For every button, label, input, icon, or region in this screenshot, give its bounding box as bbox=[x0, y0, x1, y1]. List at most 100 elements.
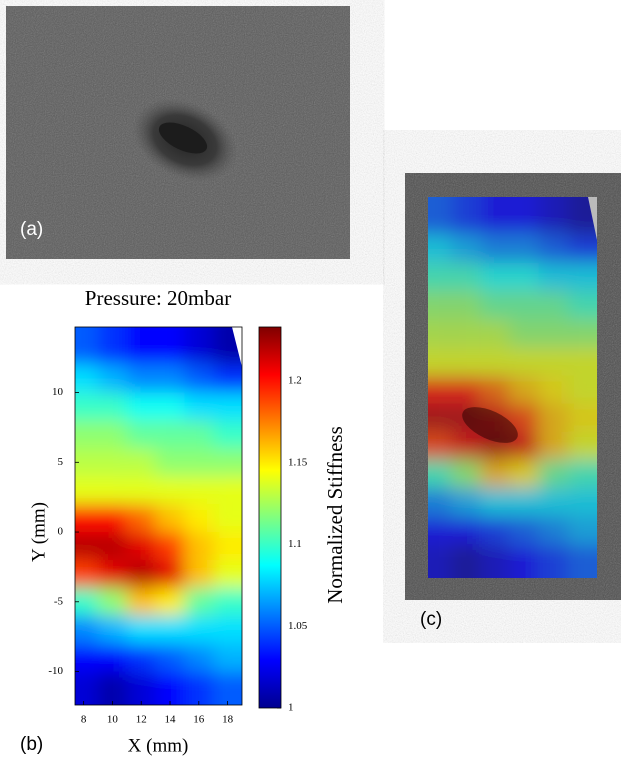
heat-cell bbox=[75, 476, 99, 505]
heat-cell bbox=[126, 643, 156, 672]
heat-cell bbox=[509, 488, 539, 517]
chart-title: Pressure: 20mbar bbox=[85, 286, 231, 310]
heat-cell bbox=[126, 615, 156, 644]
heat-cell bbox=[155, 392, 185, 421]
heat-cell bbox=[509, 544, 539, 578]
heat-cell bbox=[451, 263, 481, 292]
heat-cell bbox=[126, 476, 156, 505]
heat-cell bbox=[184, 504, 214, 533]
heat-cell bbox=[126, 448, 156, 477]
heat-cell bbox=[480, 544, 510, 578]
heat-cell bbox=[75, 615, 99, 644]
heat-cell bbox=[126, 671, 156, 705]
heat-cell bbox=[213, 587, 242, 616]
heat-cell bbox=[538, 459, 568, 489]
heat-cell bbox=[184, 364, 214, 393]
heat-cell bbox=[75, 587, 99, 616]
heat-cell bbox=[213, 392, 242, 421]
heat-cell bbox=[98, 532, 127, 560]
heat-cell bbox=[538, 234, 568, 264]
heat-cell bbox=[538, 544, 568, 578]
heat-cell bbox=[509, 347, 539, 376]
y-tick-label: 0 bbox=[58, 526, 64, 538]
heat-cell bbox=[155, 671, 185, 705]
heat-cell bbox=[480, 197, 510, 235]
heat-cell bbox=[155, 327, 185, 365]
heat-cell bbox=[126, 327, 156, 365]
x-tick-label: 10 bbox=[107, 714, 119, 726]
heat-cell bbox=[451, 431, 481, 460]
heat-cell bbox=[98, 504, 127, 533]
heat-cell bbox=[538, 263, 568, 292]
heat-cell bbox=[451, 291, 481, 320]
heat-cell bbox=[213, 364, 242, 393]
heat-cell bbox=[480, 375, 510, 404]
heat-cell bbox=[538, 291, 568, 320]
heat-cell bbox=[509, 263, 539, 292]
heat-cell bbox=[155, 364, 185, 393]
heat-cell bbox=[75, 643, 99, 672]
stiffness-overlay bbox=[428, 197, 597, 578]
x-axis-label: X (mm) bbox=[128, 735, 189, 756]
colorbar-tick-label: 1.2 bbox=[288, 374, 302, 386]
heat-cell bbox=[451, 375, 481, 404]
colorbar-tick-label: 1.05 bbox=[288, 620, 308, 632]
heat-cell bbox=[451, 516, 481, 545]
heat-cell bbox=[184, 587, 214, 616]
heat-cell bbox=[155, 532, 185, 560]
heat-cell bbox=[184, 327, 214, 365]
heat-cell bbox=[428, 347, 452, 376]
heat-cell bbox=[538, 431, 568, 460]
heat-cell bbox=[451, 347, 481, 376]
heat-cell bbox=[184, 671, 214, 705]
heat-cell bbox=[567, 347, 597, 376]
heat-cell bbox=[428, 488, 452, 517]
heat-cell bbox=[567, 319, 597, 348]
heat-cell bbox=[126, 532, 156, 560]
heat-cell bbox=[75, 504, 99, 533]
heat-cell bbox=[538, 488, 568, 517]
heat-cell bbox=[184, 476, 214, 505]
colorbar bbox=[258, 326, 282, 709]
heat-cell bbox=[184, 420, 214, 449]
colorbar-label: Normalized Stiffness bbox=[323, 426, 347, 604]
heat-cell bbox=[428, 263, 452, 292]
heat-cell bbox=[75, 448, 99, 477]
heat-cell bbox=[451, 234, 481, 264]
heat-cell bbox=[213, 476, 242, 505]
heat-cell bbox=[567, 234, 597, 264]
heat-cell bbox=[480, 459, 510, 489]
heat-cell bbox=[184, 448, 214, 477]
heat-cell bbox=[480, 291, 510, 320]
heat-cell bbox=[451, 544, 481, 578]
x-tick-label: 8 bbox=[81, 714, 87, 726]
y-tick-label: -5 bbox=[54, 595, 64, 607]
heat-cell bbox=[98, 476, 127, 505]
heat-cell bbox=[451, 459, 481, 489]
heat-cell bbox=[184, 559, 214, 588]
y-tick-label: 5 bbox=[58, 456, 64, 468]
colorbar-tick-label: 1.1 bbox=[288, 538, 302, 550]
heat-cell bbox=[126, 559, 156, 588]
heat-cell bbox=[480, 516, 510, 545]
heatmap bbox=[75, 327, 242, 705]
heat-cell bbox=[75, 671, 99, 705]
y-axis-label: Y (mm) bbox=[28, 502, 49, 562]
heat-cell bbox=[98, 559, 127, 588]
heat-cell bbox=[98, 671, 127, 705]
heat-cell bbox=[126, 364, 156, 393]
heat-cell bbox=[567, 375, 597, 404]
panel-label: (c) bbox=[420, 609, 442, 630]
heat-cell bbox=[428, 403, 452, 432]
heat-cell bbox=[155, 559, 185, 588]
heat-cell bbox=[155, 587, 185, 616]
heat-cell bbox=[126, 587, 156, 616]
heat-cell bbox=[155, 448, 185, 477]
heat-cell bbox=[567, 431, 597, 460]
heat-cell bbox=[213, 420, 242, 449]
heat-cell bbox=[567, 263, 597, 292]
heat-cell bbox=[480, 347, 510, 376]
heat-cell bbox=[428, 319, 452, 348]
heat-cell bbox=[213, 615, 242, 644]
